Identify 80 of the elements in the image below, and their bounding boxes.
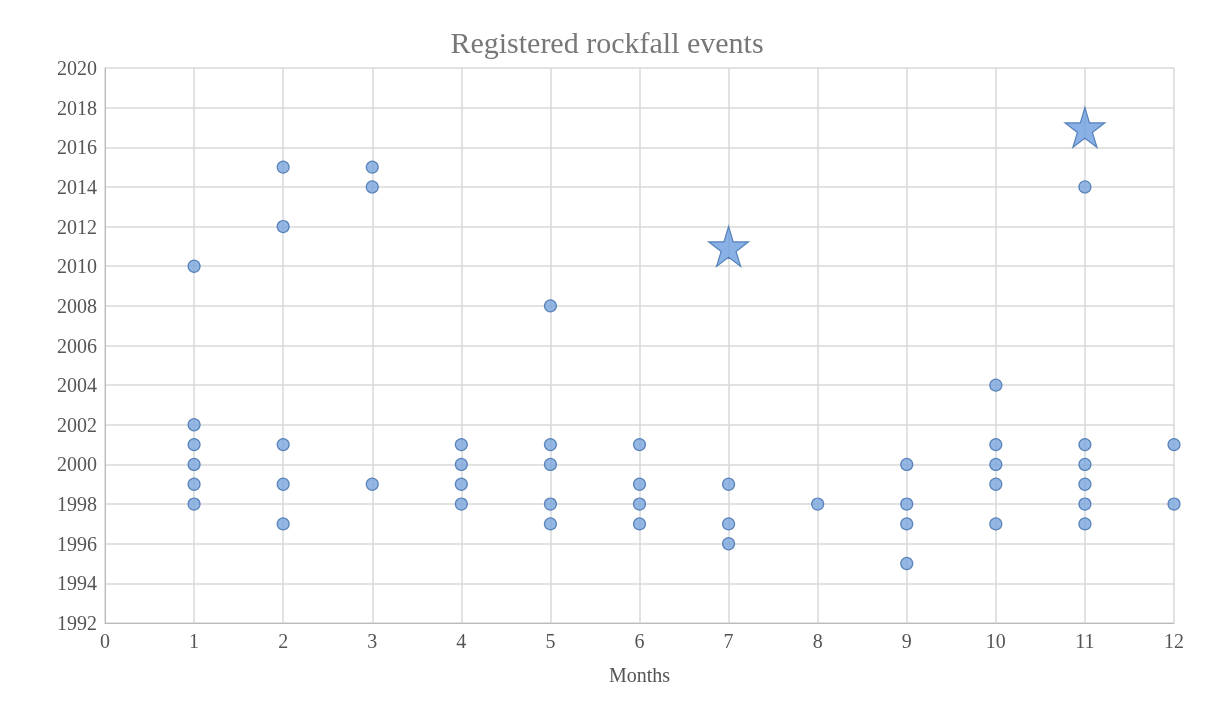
point [900,497,914,511]
x-tick-label: 4 [456,630,467,652]
x-tick-label: 0 [100,630,110,652]
y-tick-label: 2020 [57,57,97,79]
y-tick-label: 2002 [57,413,97,436]
point [811,497,825,511]
point [989,378,1003,392]
y-tick-label: 2004 [57,374,97,397]
x-tick-label: 5 [545,630,556,652]
point [187,477,201,491]
point [1078,497,1092,511]
point [187,259,201,273]
x-tick-label: 2 [278,630,289,652]
x-tick-label: 1 [189,630,200,652]
point [989,477,1003,491]
y-tick-label: 1992 [57,612,97,634]
point [900,457,914,472]
x-tick-label: 3 [367,630,378,652]
y-tick-label: 2014 [57,175,97,198]
point [722,517,736,531]
point [632,517,647,531]
point [187,457,201,472]
point [722,477,736,491]
y-tick-label: 1996 [57,532,97,555]
point [543,299,558,313]
point [187,497,201,511]
point [1078,438,1092,452]
point [276,477,290,491]
point [454,477,468,491]
y-tick-label: 1998 [57,493,97,516]
point [187,418,201,432]
y-tick-label: 2016 [57,136,97,159]
point [276,160,290,174]
point [900,517,914,531]
x-tick-label: 12 [1164,630,1184,652]
x-axis-title: Months [608,664,671,686]
point [543,517,558,531]
x-tick-label: 10 [985,630,1006,652]
point [543,497,558,511]
point [989,438,1003,452]
point [454,497,468,511]
point [454,438,468,452]
y-tick-label: 2012 [57,215,97,238]
point [1078,180,1092,194]
point [632,438,647,452]
point [365,180,379,194]
x-tick-label: 8 [812,630,823,652]
point [632,477,647,491]
point [1078,517,1092,531]
chart-title: Registered rockfall events [450,25,764,59]
point [632,497,647,511]
point [989,517,1003,531]
y-tick-label: 2008 [57,294,97,317]
point [365,160,379,174]
x-tick-label: 11 [1075,630,1095,652]
point [900,556,914,571]
point [543,438,558,452]
point [543,457,558,472]
point [1064,106,1106,149]
point [276,438,290,452]
point [989,457,1003,472]
x-tick-label: 9 [901,630,912,652]
y-tick-label: 1994 [57,572,97,595]
point [1078,457,1092,472]
point [187,438,201,452]
point [454,457,468,472]
point [276,517,290,531]
point [365,477,379,491]
point [722,537,736,551]
y-tick-label: 2010 [57,255,97,278]
point [1078,477,1092,491]
point [707,225,750,267]
y-tick-label: 2018 [57,96,97,119]
y-tick-label: 2000 [57,453,97,476]
x-tick-label: 6 [634,630,645,652]
x-tick-label: 7 [723,630,734,652]
point [276,219,290,234]
point [1167,438,1181,452]
point [1167,497,1181,511]
y-tick-label: 2006 [57,334,97,357]
